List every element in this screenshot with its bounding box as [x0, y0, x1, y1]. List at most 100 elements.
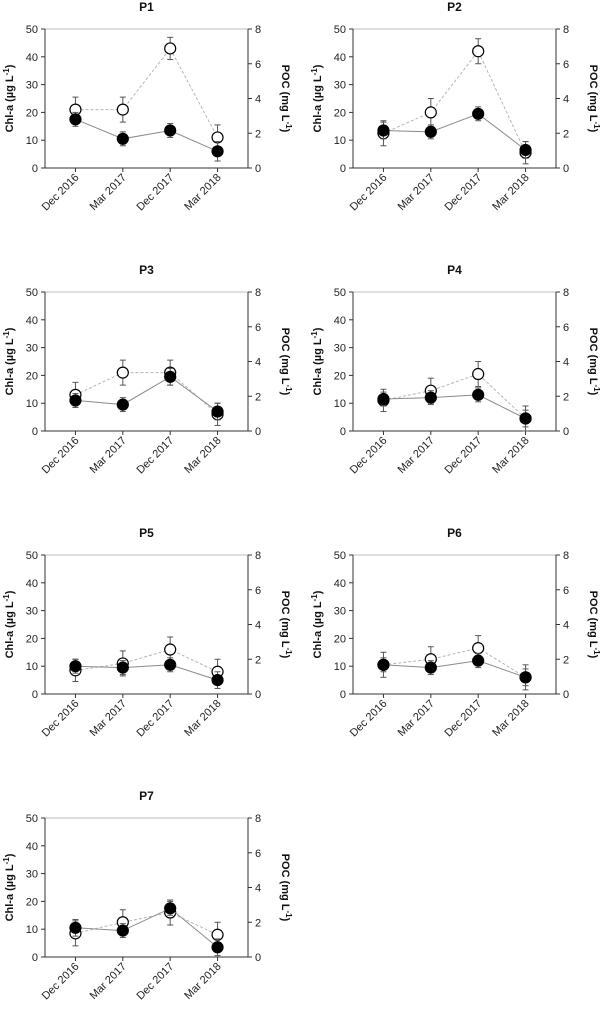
x-tick-label: Mar 2017 — [88, 698, 129, 739]
chart-panel-6: P6 0 10 20 30 40 50 0 2 4 6 8 Dec 2016 Mar 2017 Dec 20… — [310, 526, 602, 739]
filled-circle-point — [472, 654, 485, 667]
x-tick-label: Dec 2016 — [40, 435, 82, 477]
x-tick-label: Mar 2018 — [490, 698, 531, 739]
filled-circle-point — [472, 388, 485, 401]
open-circle-point — [164, 643, 177, 656]
x-tick-label: Mar 2017 — [88, 961, 129, 1002]
x-tick-label: Dec 2017 — [135, 698, 177, 740]
right-y-tick-label: 4 — [255, 357, 261, 369]
x-tick-label: Mar 2018 — [182, 435, 223, 476]
chart-panel-7: P7 0 10 20 30 40 50 0 2 4 6 8 Dec 2016 Mar 2017 Dec 20… — [2, 789, 294, 1002]
open-series-line — [383, 647, 526, 678]
left-y-tick-label: 50 — [26, 550, 38, 562]
left-y-tick-label: 10 — [26, 924, 38, 936]
panel-title: P6 — [447, 526, 462, 540]
panel-title: P7 — [139, 789, 154, 803]
filled-circle-point — [377, 392, 390, 406]
open-series-line — [75, 648, 218, 673]
x-tick-label: Mar 2018 — [490, 435, 531, 476]
left-y-tick-label: 0 — [340, 426, 346, 438]
x-tick-label: Dec 2017 — [443, 172, 485, 214]
open-circle-point — [472, 45, 485, 58]
x-tick-label: Dec 2017 — [443, 435, 485, 477]
chart-panel-3: P3 0 10 20 30 40 50 0 2 4 6 8 Dec 2016 Mar 2017 Dec 20… — [2, 263, 294, 476]
right-y-tick-label: 0 — [255, 163, 261, 175]
right-axis-title: POC (mg L-1) — [279, 591, 294, 659]
left-y-tick-label: 10 — [26, 661, 38, 673]
left-y-tick-label: 30 — [334, 606, 346, 618]
left-axis-title: Chl-a (µg L-1) — [310, 590, 325, 658]
left-axis-title: Chl-a (µg L-1) — [2, 327, 17, 395]
left-y-tick-label: 30 — [26, 606, 38, 618]
filled-circle-point — [472, 107, 485, 120]
x-tick-label: Dec 2016 — [40, 172, 82, 214]
right-y-tick-label: 4 — [255, 94, 261, 106]
right-y-tick-label: 4 — [563, 357, 569, 369]
left-y-tick-label: 50 — [334, 24, 346, 36]
right-y-tick-label: 6 — [255, 848, 261, 860]
right-axis-title: POC (mg L-1) — [587, 591, 602, 659]
left-y-tick-label: 20 — [26, 107, 38, 119]
left-axis-title: Chl-a (µg L-1) — [2, 853, 17, 921]
chart-panel-2: P2 0 10 20 30 40 50 0 2 4 6 8 Dec 2016 Mar 2017 Dec 20… — [310, 0, 602, 213]
x-tick-label: Dec 2016 — [40, 698, 82, 740]
filled-circle-point — [424, 125, 437, 138]
left-axis-title: Chl-a (µg L-1) — [2, 64, 17, 132]
open-circle-point — [164, 42, 177, 55]
left-y-tick-label: 50 — [26, 287, 38, 299]
filled-circle-point — [69, 113, 82, 126]
right-y-tick-label: 6 — [563, 322, 569, 334]
left-y-tick-label: 50 — [26, 813, 38, 825]
x-tick-label: Dec 2016 — [40, 961, 82, 1003]
filled-circle-point — [424, 661, 437, 674]
left-y-tick-label: 50 — [334, 550, 346, 562]
x-tick-label: Dec 2017 — [135, 172, 177, 214]
chart-panel-5: P5 0 10 20 30 40 50 0 2 4 6 8 Dec 2016 Mar 2017 Dec 20… — [2, 526, 294, 739]
left-axis-title: Chl-a (µg L-1) — [310, 327, 325, 395]
open-circle-point — [472, 367, 485, 381]
filled-series-line — [383, 660, 526, 678]
open-series-line — [383, 50, 526, 153]
left-y-tick-label: 20 — [334, 370, 346, 382]
right-y-tick-label: 6 — [255, 322, 261, 334]
x-tick-label: Dec 2017 — [135, 961, 177, 1003]
filled-circle-point — [211, 405, 224, 418]
left-y-tick-label: 10 — [334, 398, 346, 410]
filled-circle-point — [116, 398, 129, 411]
right-y-tick-label: 0 — [255, 689, 261, 701]
right-axis-title: POC (mg L-1) — [279, 854, 294, 922]
left-axis-title: Chl-a (µg L-1) — [310, 64, 325, 132]
filled-circle-point — [519, 143, 532, 157]
x-tick-label: Mar 2017 — [88, 172, 129, 213]
filled-circle-point — [69, 394, 82, 407]
right-y-tick-label: 2 — [255, 391, 261, 403]
right-y-tick-label: 0 — [563, 426, 569, 438]
right-y-tick-label: 8 — [255, 287, 261, 299]
left-y-tick-label: 30 — [26, 343, 38, 355]
open-series-line — [75, 911, 218, 936]
left-y-tick-label: 10 — [26, 135, 38, 147]
filled-circle-point — [211, 941, 224, 954]
filled-circle-point — [377, 658, 390, 671]
left-y-tick-label: 50 — [334, 287, 346, 299]
left-y-tick-label: 20 — [334, 633, 346, 645]
filled-circle-point — [69, 921, 82, 934]
right-y-tick-label: 8 — [255, 24, 261, 36]
right-y-tick-label: 2 — [563, 391, 569, 403]
x-tick-label: Mar 2018 — [182, 698, 223, 739]
left-y-tick-label: 30 — [334, 343, 346, 355]
right-y-tick-label: 8 — [563, 287, 569, 299]
filled-circle-point — [211, 145, 224, 158]
left-y-tick-label: 20 — [26, 370, 38, 382]
left-y-tick-label: 0 — [32, 163, 38, 175]
right-y-tick-label: 8 — [255, 550, 261, 562]
left-y-tick-label: 50 — [26, 24, 38, 36]
left-y-tick-label: 30 — [26, 80, 38, 92]
panel-title: P4 — [447, 263, 462, 277]
right-y-tick-label: 4 — [255, 883, 261, 895]
panel-title: P5 — [139, 526, 154, 540]
x-tick-label: Mar 2017 — [396, 435, 437, 476]
left-y-tick-label: 10 — [26, 398, 38, 410]
filled-circle-point — [164, 370, 177, 383]
filled-series-line — [75, 907, 218, 948]
